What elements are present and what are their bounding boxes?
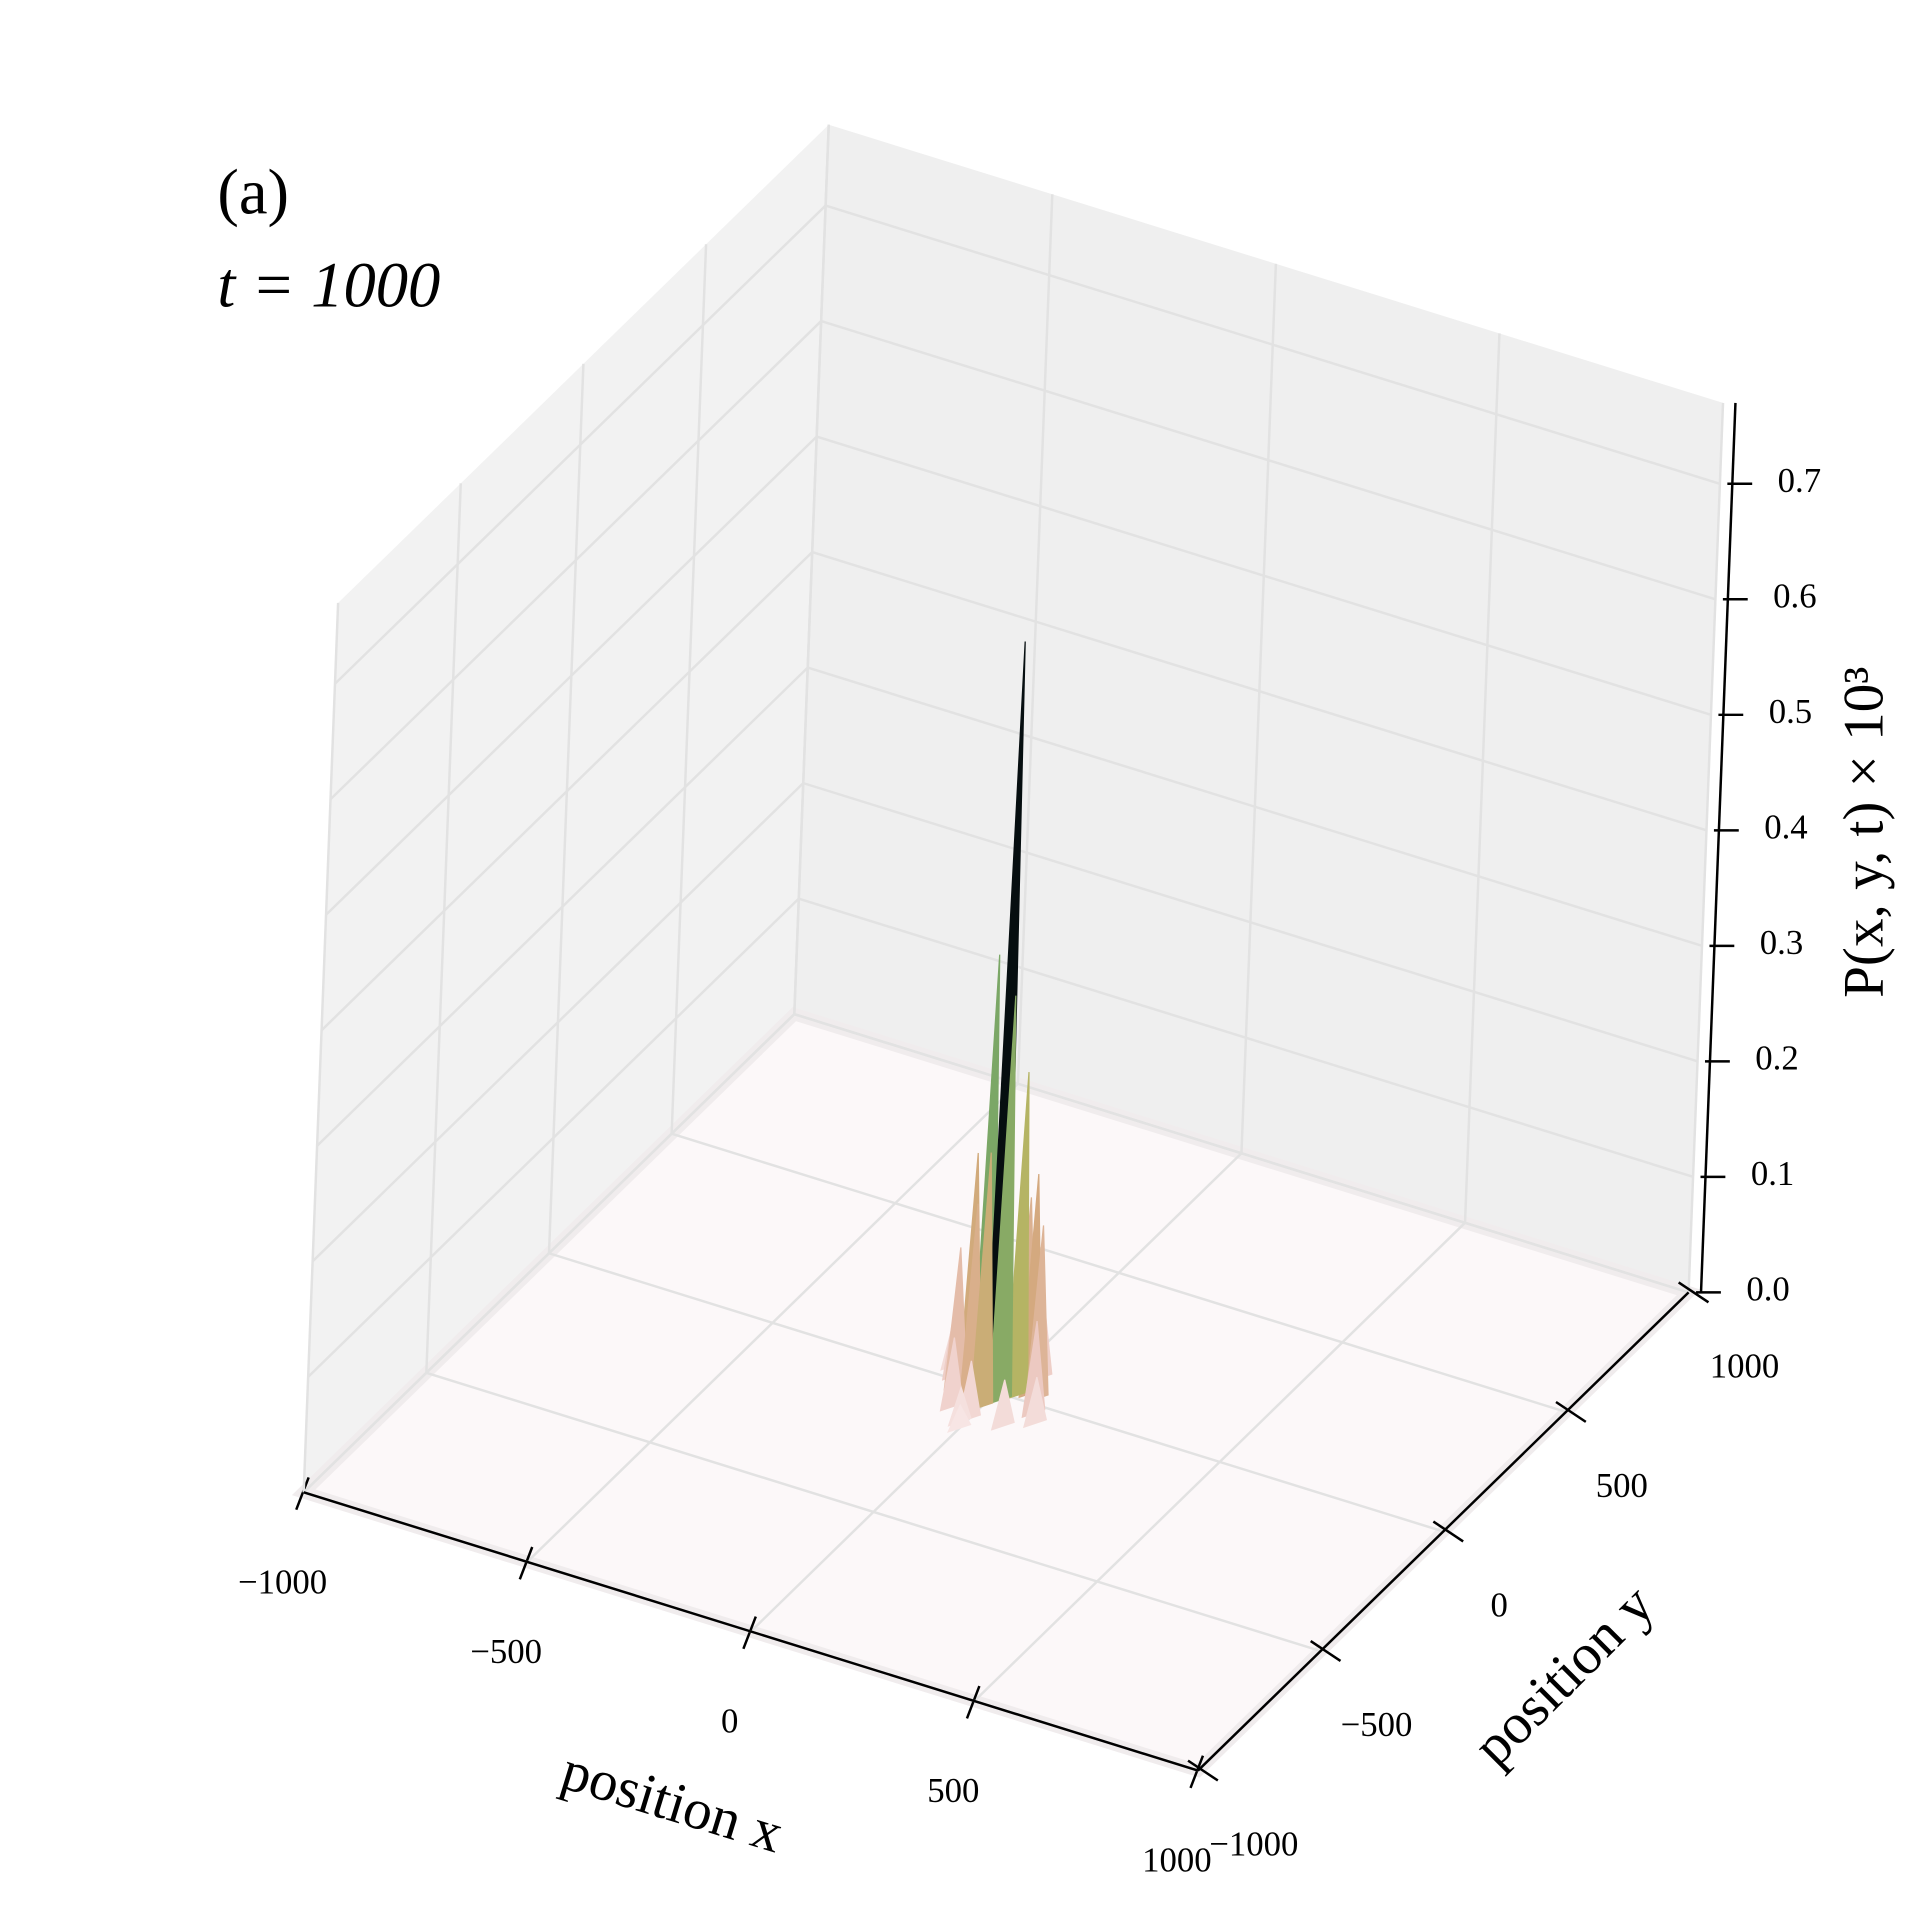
z-tick-label: 0.6 xyxy=(1773,576,1816,615)
x-axis-line xyxy=(303,1491,1199,1772)
z-grid-back xyxy=(807,666,1703,948)
z-tick-label: 0.4 xyxy=(1764,807,1807,846)
z-tick-label: 0.5 xyxy=(1769,692,1812,731)
y-tick xyxy=(1310,1640,1342,1662)
z-axis-label: P(x, y, t) × 10³ xyxy=(1832,667,1895,998)
z-tick-label: 0.1 xyxy=(1751,1154,1794,1193)
surface-spike xyxy=(969,1152,994,1412)
y-tick xyxy=(1555,1400,1587,1423)
surface-spike xyxy=(1023,1377,1047,1429)
y-tick xyxy=(1432,1520,1464,1543)
z-tick-label: 0.7 xyxy=(1778,461,1821,500)
x-tick xyxy=(1189,1755,1205,1789)
x-grid-back xyxy=(1240,263,1278,1154)
z-grid-back xyxy=(816,435,1712,716)
x-grid-back xyxy=(1016,194,1054,1084)
z-axis-line xyxy=(1699,402,1737,1293)
x-tick-label: −1000 xyxy=(238,1562,327,1601)
z-grid-back xyxy=(802,781,1698,1063)
y-axis-line xyxy=(1197,1291,1690,1772)
z-grid-left xyxy=(329,320,823,801)
z-grid-back xyxy=(793,1012,1689,1294)
z-grid-left xyxy=(320,551,814,1032)
y-tick-label: −500 xyxy=(1341,1705,1413,1744)
z-grid-back xyxy=(820,319,1716,601)
y-tick-label: 0 xyxy=(1490,1585,1507,1624)
x-tick xyxy=(965,1685,981,1719)
panel-label: (a) xyxy=(217,156,289,229)
y-grid-left xyxy=(425,483,463,1373)
y-tick-label: 1000 xyxy=(1710,1346,1780,1385)
z-grid-left xyxy=(307,897,800,1378)
x-tick-label: −500 xyxy=(470,1632,542,1671)
y-grid-left xyxy=(793,124,830,1015)
z-tick-label: 0.0 xyxy=(1746,1269,1789,1308)
z-grid-back xyxy=(811,550,1707,832)
z-tick-label: 0.2 xyxy=(1755,1038,1798,1077)
y-grid-left xyxy=(670,244,708,1134)
y-tick-label: −1000 xyxy=(1209,1825,1298,1864)
z-tick-label: 0.3 xyxy=(1760,923,1803,962)
y-grid-floor xyxy=(671,1132,1567,1414)
x-grid-back xyxy=(1463,333,1501,1223)
time-annotation: t = 1000 xyxy=(217,249,440,321)
x-tick xyxy=(518,1546,534,1580)
z-grid-left xyxy=(311,782,805,1263)
y-grid-left xyxy=(547,363,585,1254)
y-grid-floor xyxy=(425,1371,1322,1653)
z-grid-left xyxy=(316,666,809,1147)
z-grid-back xyxy=(825,204,1721,485)
z-grid-left xyxy=(302,1013,796,1494)
y-grid-left xyxy=(302,602,340,1493)
z-grid-left xyxy=(325,435,818,916)
x-tick xyxy=(295,1476,310,1511)
y-tick xyxy=(1677,1281,1710,1304)
z-grid-left xyxy=(334,204,827,685)
y-tick xyxy=(1187,1759,1219,1782)
x-tick-label: 1000 xyxy=(1142,1841,1212,1880)
surface-spike xyxy=(939,1337,964,1412)
x-tick-label: 500 xyxy=(927,1771,979,1810)
y-tick-label: 500 xyxy=(1596,1466,1648,1505)
x-grid-back xyxy=(1687,402,1725,1293)
x-tick-label: 0 xyxy=(721,1702,738,1741)
x-tick xyxy=(742,1616,757,1650)
surface-spike xyxy=(990,1379,1015,1431)
x-axis-label: position x xyxy=(555,1739,790,1866)
surface-spike xyxy=(947,1403,972,1433)
z-grid-back xyxy=(798,897,1694,1179)
